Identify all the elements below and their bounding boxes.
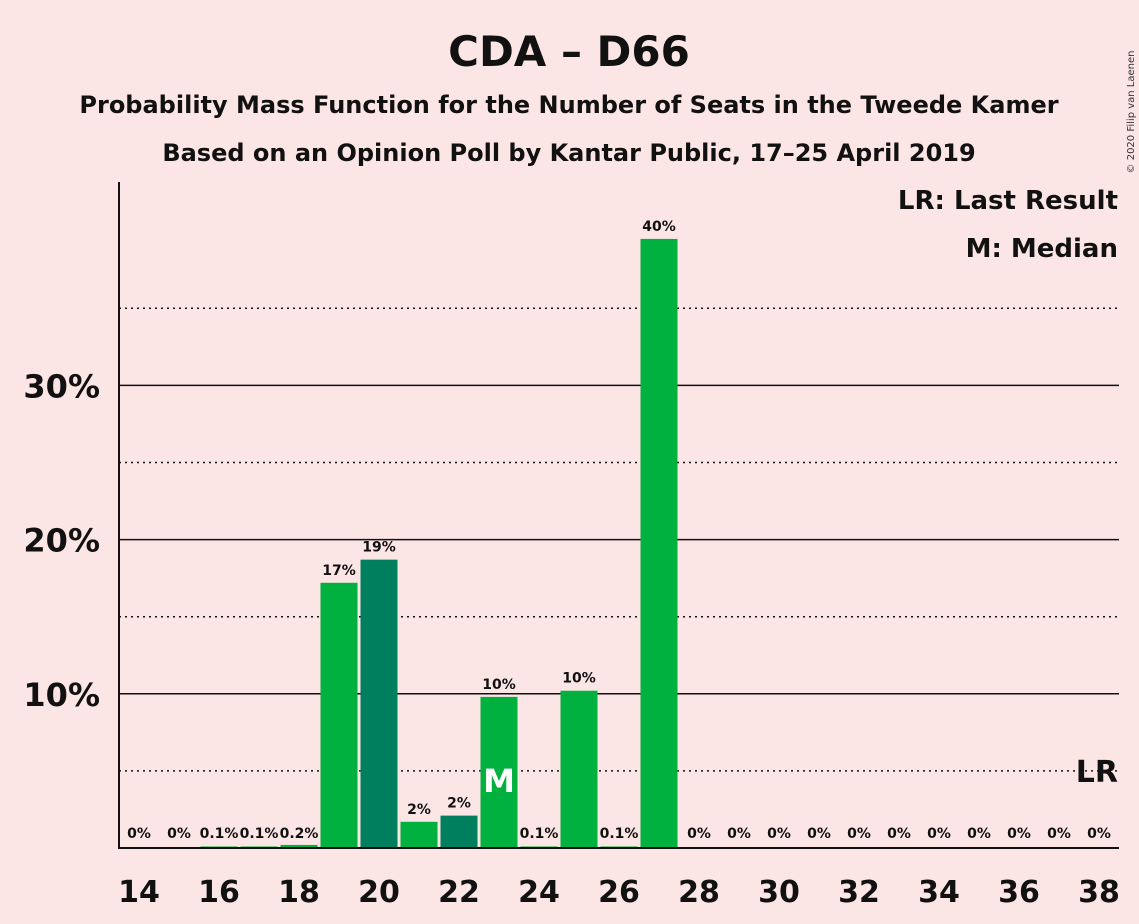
x-tick-label: 24: [518, 875, 560, 910]
data-label-seat-36: 0%: [1007, 826, 1031, 842]
data-label-seat-16: 0.1%: [200, 826, 239, 842]
data-label-seat-33: 0%: [887, 826, 911, 842]
data-label-seat-31: 0%: [807, 826, 831, 842]
data-label-seat-24: 0.1%: [520, 826, 559, 842]
x-tick-label: 20: [358, 875, 400, 910]
data-label-seat-26: 0.1%: [600, 826, 639, 842]
x-tick-label: 38: [1078, 875, 1120, 910]
data-label-seat-29: 0%: [727, 826, 751, 842]
y-tick-label: 10%: [23, 676, 100, 714]
data-label-seat-17: 0.1%: [240, 826, 279, 842]
data-label-seat-38: 0%: [1087, 826, 1111, 842]
legend-median: M: Median: [966, 234, 1118, 264]
data-label-seat-22: 2%: [447, 796, 471, 812]
x-tick-label: 22: [438, 875, 480, 910]
data-label-seat-35: 0%: [967, 826, 991, 842]
data-label-seat-19: 17%: [322, 563, 356, 579]
data-label-seat-18: 0.2%: [280, 826, 319, 842]
x-tick-label: 36: [998, 875, 1040, 910]
data-label-seat-14: 0%: [127, 826, 151, 842]
x-tick-label: 32: [838, 875, 880, 910]
y-tick-label: 20%: [23, 522, 100, 560]
x-tick-label: 26: [598, 875, 640, 910]
data-label-seat-30: 0%: [767, 826, 791, 842]
bar-seat-21: [400, 821, 438, 848]
gridlines: 10% 20% 30%: [23, 307, 1119, 772]
data-label-seat-21: 2%: [407, 802, 431, 818]
chart-title: CDA – D66: [448, 27, 690, 76]
bar-seat-20: [360, 559, 398, 848]
data-label-seat-15: 0%: [167, 826, 191, 842]
data-label-seat-27: 40%: [642, 219, 676, 235]
data-label-seat-25: 10%: [562, 671, 596, 687]
x-tick-label: 28: [678, 875, 720, 910]
bar-seat-27: [640, 238, 678, 848]
axes: 14 16 18 20 22 24 26 28 30 32 34 36 38 LR: [118, 182, 1120, 910]
copyright-notice: © 2020 Filip van Laenen: [1126, 51, 1137, 174]
data-labels: 0% 0% 0.1% 0.1% 0.2%17%19%2% 2%10%M0.1%10%0.1…: [127, 219, 1111, 842]
bar-seat-25: [560, 690, 598, 848]
chart-subtitle-line-1: Probability Mass Function for the Number…: [79, 91, 1058, 119]
bar-seat-23: [480, 696, 518, 848]
x-tick-label: 30: [758, 875, 800, 910]
median-marker: M: [483, 762, 515, 800]
y-tick-label: 30%: [23, 367, 100, 405]
x-tick-label: 18: [278, 875, 320, 910]
data-label-seat-20: 19%: [362, 540, 396, 556]
x-tick-label: 14: [118, 875, 160, 910]
chart-subtitle-line-2: Based on an Opinion Poll by Kantar Publi…: [162, 139, 975, 167]
data-label-seat-34: 0%: [927, 826, 951, 842]
legend-last-result: LR: Last Result: [898, 186, 1118, 216]
x-tick-label: 34: [918, 875, 960, 910]
bars: [200, 238, 678, 848]
last-result-marker: LR: [1076, 755, 1118, 790]
bar-seat-19: [320, 582, 358, 848]
bar-seat-22: [440, 815, 478, 848]
data-label-seat-23: 10%: [482, 677, 516, 693]
data-label-seat-28: 0%: [687, 826, 711, 842]
data-label-seat-32: 0%: [847, 826, 871, 842]
bar-seat-18: [280, 844, 318, 848]
x-tick-label: 16: [198, 875, 240, 910]
data-label-seat-37: 0%: [1047, 826, 1071, 842]
